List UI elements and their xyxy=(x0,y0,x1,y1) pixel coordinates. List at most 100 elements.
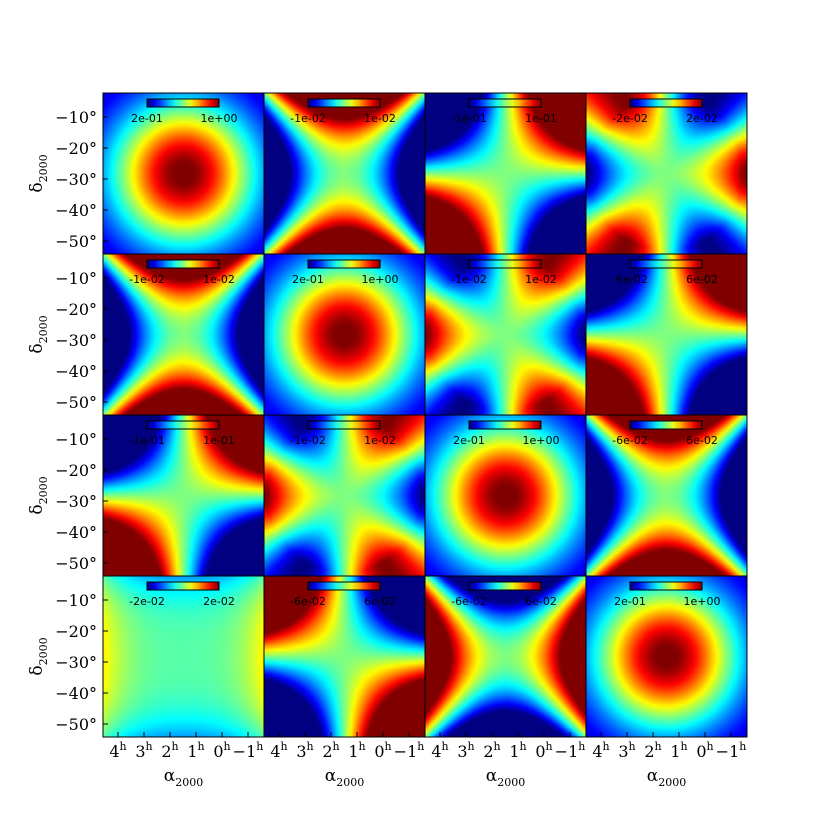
x-tick-label: −1h xyxy=(716,740,747,761)
x-tick-label: 0h xyxy=(535,740,552,761)
x-tick-label: 4h xyxy=(592,740,609,761)
heatmap-panel-r2c2: 2e-01 1e+00 xyxy=(424,414,587,577)
y-tick-label: −20° xyxy=(55,139,97,158)
colorbar-min-label: 2e-01 xyxy=(614,595,646,608)
heatmap-panel-r1c2: -1e-02 1e-02 xyxy=(424,253,587,416)
x-tick-label: 2h xyxy=(483,740,500,761)
colorbar xyxy=(629,420,703,430)
y-tick-label: −20° xyxy=(55,300,97,319)
colorbar xyxy=(468,581,542,591)
y-tick-label: −50° xyxy=(55,232,97,251)
y-axis-label: δ2000 xyxy=(27,476,50,514)
x-axis-label: α2000 xyxy=(486,766,525,789)
heatmap-image xyxy=(264,576,425,737)
heatmap-panel-r3c0: -2e-02 2e-02 xyxy=(102,575,265,738)
colorbar-max-label: 6e-02 xyxy=(364,595,396,608)
heatmap-panel-r2c3: -6e-02 6e-02 xyxy=(585,414,748,577)
colorbar-max-label: 6e-02 xyxy=(525,595,557,608)
x-tick-label: 3h xyxy=(457,740,474,761)
x-tick-label: 3h xyxy=(618,740,635,761)
heatmap-panel-r3c2: -6e-02 6e-02 xyxy=(424,575,587,738)
colorbar-max-label: 1e+00 xyxy=(362,273,399,286)
colorbar xyxy=(307,420,381,430)
x-tick-label: −1h xyxy=(233,740,264,761)
heatmap-panel-r3c3: 2e-01 1e+00 xyxy=(585,575,748,738)
x-tick-label: −1h xyxy=(394,740,425,761)
colorbar xyxy=(146,581,220,591)
heatmap-panel-r2c0: -1e-01 1e-01 xyxy=(102,414,265,577)
y-tick-label: −10° xyxy=(55,430,97,449)
heatmap-panel-r0c0: 2e-01 1e+00 xyxy=(102,92,265,255)
x-tick-label: 2h xyxy=(161,740,178,761)
x-tick-label: 1h xyxy=(348,740,365,761)
colorbar-min-label: -6e-02 xyxy=(612,434,648,447)
colorbar-max-label: 1e-01 xyxy=(525,112,557,125)
colorbar-max-label: 1e+00 xyxy=(201,112,238,125)
colorbar-min-label: -1e-01 xyxy=(129,434,165,447)
colorbar-max-label: 1e+00 xyxy=(523,434,560,447)
x-tick-label: 0h xyxy=(696,740,713,761)
colorbar-max-label: 1e-01 xyxy=(203,434,235,447)
colorbar-min-label: 2e-01 xyxy=(292,273,324,286)
heatmap-image xyxy=(103,576,264,737)
heatmap-image xyxy=(264,254,425,415)
heatmap-image xyxy=(586,415,747,576)
colorbar-min-label: 2e-01 xyxy=(131,112,163,125)
colorbar-min-label: -2e-02 xyxy=(129,595,165,608)
x-tick-label: 3h xyxy=(135,740,152,761)
axes-layer: −10° −20° −30° −40° −50° δ2000 −10° −20° −30° −40… xyxy=(27,108,746,789)
colorbar-max-label: 1e+00 xyxy=(684,595,721,608)
x-tick-label: 2h xyxy=(644,740,661,761)
colorbar xyxy=(468,420,542,430)
y-tick-label: −10° xyxy=(55,108,97,127)
x-tick-label: 4h xyxy=(109,740,126,761)
colorbar-min-label: -1e-02 xyxy=(129,273,165,286)
colorbar-min-label: -2e-02 xyxy=(612,112,648,125)
y-tick-label: −50° xyxy=(55,554,97,573)
heatmap-image xyxy=(103,415,264,576)
heatmap-image xyxy=(425,254,586,415)
heatmap-panel-r1c0: -1e-02 1e-02 xyxy=(102,253,265,416)
heatmap-image xyxy=(425,415,586,576)
colorbar-min-label: -1e-02 xyxy=(451,273,487,286)
colorbar-max-label: 2e-02 xyxy=(686,112,718,125)
colorbar xyxy=(146,259,220,269)
heatmap-image xyxy=(586,576,747,737)
x-tick-label: 2h xyxy=(322,740,339,761)
colorbar xyxy=(307,98,381,108)
colorbar-max-label: 1e-02 xyxy=(203,273,235,286)
colorbar xyxy=(307,581,381,591)
x-tick-label: 0h xyxy=(213,740,230,761)
y-tick-label: −20° xyxy=(55,622,97,641)
colorbar-min-label: -1e-02 xyxy=(290,434,326,447)
x-axis-label: α2000 xyxy=(325,766,364,789)
colorbar-max-label: 2e-02 xyxy=(203,595,235,608)
heatmap-image xyxy=(264,415,425,576)
heatmap-panel-r1c3: -6e-02 6e-02 xyxy=(585,253,748,416)
heatmap-image xyxy=(103,254,264,415)
heatmap-image xyxy=(425,93,586,254)
y-tick-label: −20° xyxy=(55,461,97,480)
colorbar-max-label: 6e-02 xyxy=(686,434,718,447)
y-axis-label: δ2000 xyxy=(27,637,50,675)
colorbar-max-label: 6e-02 xyxy=(686,273,718,286)
colorbar-min-label: -6e-02 xyxy=(451,595,487,608)
colorbar-min-label: -1e-01 xyxy=(451,112,487,125)
y-tick-label: −40° xyxy=(55,684,97,703)
colorbar xyxy=(307,259,381,269)
heatmap-panel-r2c1: -1e-02 1e-02 xyxy=(263,414,426,577)
heatmap-panel-r1c1: 2e-01 1e+00 xyxy=(263,253,426,416)
y-tick-label: −40° xyxy=(55,201,97,220)
y-tick-label: −30° xyxy=(55,331,97,350)
y-tick-label: −30° xyxy=(55,170,97,189)
x-tick-label: 1h xyxy=(509,740,526,761)
heatmap-image xyxy=(586,254,747,415)
x-axis-label: α2000 xyxy=(164,766,203,789)
heatmap-panel-r0c2: -1e-01 1e-01 xyxy=(424,92,587,255)
colorbar xyxy=(146,98,220,108)
y-tick-label: −50° xyxy=(55,393,97,412)
colorbar xyxy=(468,98,542,108)
y-tick-label: −50° xyxy=(55,715,97,734)
colorbar xyxy=(468,259,542,269)
